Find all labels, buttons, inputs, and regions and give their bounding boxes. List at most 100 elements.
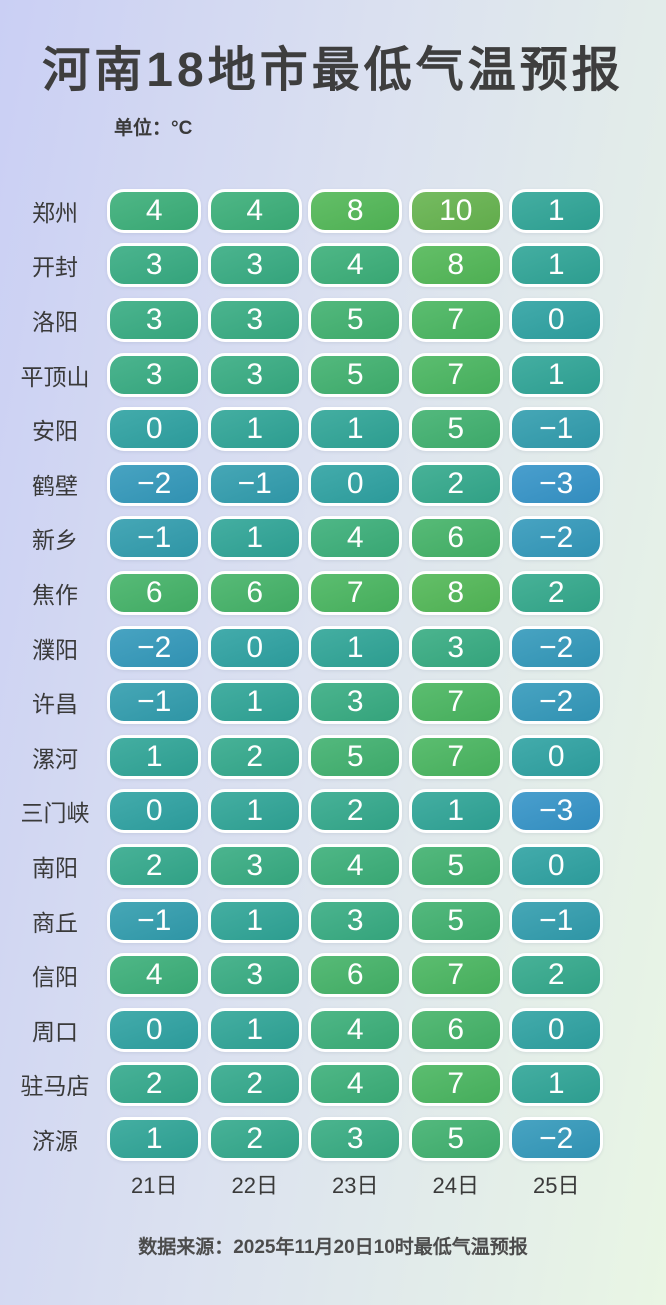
temperature-cell: 1: [205, 516, 306, 561]
city-label: 驻马店: [20, 1073, 90, 1100]
city-label: 郑州: [32, 199, 78, 226]
date-label: 25日: [533, 1173, 580, 1199]
temperature-pill: 3: [107, 352, 202, 397]
table-row: 郑州 4 4 8 10 1: [0, 184, 666, 239]
temperature-cell: 7: [406, 680, 507, 725]
temperature-pill: 8: [408, 243, 503, 288]
temperature-pill: 2: [509, 571, 604, 616]
temperature-cell: 2: [205, 1116, 306, 1161]
temperature-pill: 5: [408, 407, 503, 452]
temperature-cell: 4: [305, 1007, 406, 1052]
city-label: 南阳: [32, 855, 78, 882]
temperature-pill: 4: [107, 953, 202, 998]
temperature-cell: −2: [104, 625, 205, 670]
temperature-cell: 1: [104, 1116, 205, 1161]
temperature-pill: 2: [308, 789, 403, 834]
temperature-pill: −1: [107, 680, 202, 725]
temperature-pill: 2: [207, 1116, 302, 1161]
temperature-pill: 4: [308, 1062, 403, 1107]
temperature-pill: −2: [509, 1116, 604, 1161]
temperature-pill: 0: [509, 298, 604, 343]
temperature-cell: 3: [205, 298, 306, 343]
temperature-pill: 5: [408, 898, 503, 943]
temperature-cell: 3: [305, 1116, 406, 1161]
temperature-cell: −2: [506, 680, 607, 725]
temperature-cell: 7: [406, 352, 507, 397]
temperature-cell: 6: [104, 571, 205, 616]
temperature-cell: 3: [104, 243, 205, 288]
temperature-cell: 5: [406, 1116, 507, 1161]
temperature-cell: −1: [104, 516, 205, 561]
city-label: 开封: [32, 254, 78, 281]
temperature-pill: −2: [509, 680, 604, 725]
temperature-pill: 3: [308, 680, 403, 725]
temperature-pill: −2: [509, 516, 604, 561]
temperature-pill: 7: [408, 680, 503, 725]
temperature-pill: 6: [207, 571, 302, 616]
temperature-cell: 5: [406, 844, 507, 889]
temperature-pill: 5: [308, 734, 403, 779]
date-label: 24日: [432, 1173, 479, 1199]
date-row: 21日 22日 23日 24日 25日: [0, 1166, 666, 1202]
temperature-pill: 6: [107, 571, 202, 616]
temperature-pill: −1: [107, 516, 202, 561]
temperature-pill: 0: [107, 789, 202, 834]
city-label: 新乡: [32, 527, 78, 554]
temperature-cell: 7: [406, 953, 507, 998]
temperature-cell: −2: [506, 625, 607, 670]
table-row: 驻马店 2 2 4 7 1: [0, 1057, 666, 1112]
temperature-pill: 10: [408, 188, 503, 233]
temperature-pill: 1: [207, 516, 302, 561]
temperature-cell: 2: [406, 461, 507, 506]
temperature-cell: 1: [205, 789, 306, 834]
temperature-cell: 0: [104, 1007, 205, 1052]
temperature-pill: 4: [308, 844, 403, 889]
temperature-pill: 1: [207, 680, 302, 725]
temperature-cell: 2: [205, 1062, 306, 1107]
unit-label: 单位：°C: [114, 117, 193, 139]
temperature-cell: 7: [406, 298, 507, 343]
temperature-pill: 6: [408, 516, 503, 561]
data-source-note: 数据来源：2025年11月20日10时最低气温预报: [138, 1237, 528, 1259]
temperature-cell: 7: [406, 734, 507, 779]
temperature-cell: 5: [406, 407, 507, 452]
temperature-cell: 0: [205, 625, 306, 670]
temperature-pill: 3: [308, 1116, 403, 1161]
temperature-cell: 8: [406, 243, 507, 288]
date-label: 21日: [131, 1173, 178, 1199]
temperature-pill: 3: [207, 352, 302, 397]
table-row: 许昌 −1 1 3 7 −2: [0, 675, 666, 730]
temperature-pill: 1: [308, 407, 403, 452]
table-row: 济源 1 2 3 5 −2: [0, 1112, 666, 1167]
temperature-cell: 3: [305, 898, 406, 943]
temperature-pill: 1: [107, 734, 202, 779]
temperature-cell: 1: [305, 407, 406, 452]
temperature-pill: 4: [107, 188, 202, 233]
date-label: 22日: [231, 1173, 278, 1199]
temperature-pill: 0: [107, 1007, 202, 1052]
temperature-cell: 4: [305, 243, 406, 288]
temperature-cell: 0: [104, 789, 205, 834]
table-row: 三门峡 0 1 2 1 −3: [0, 784, 666, 839]
temperature-pill: 7: [408, 734, 503, 779]
city-label: 商丘: [32, 909, 78, 936]
temperature-pill: 6: [308, 953, 403, 998]
temperature-pill: 3: [107, 243, 202, 288]
city-label: 三门峡: [20, 800, 90, 827]
temperature-pill: −3: [509, 461, 604, 506]
table-row: 商丘 −1 1 3 5 −1: [0, 893, 666, 948]
temperature-cell: 2: [104, 1062, 205, 1107]
city-label: 濮阳: [32, 636, 78, 663]
temperature-pill: −2: [107, 461, 202, 506]
city-label: 漯河: [32, 745, 78, 772]
temperature-pill: 5: [408, 844, 503, 889]
temperature-cell: −2: [506, 516, 607, 561]
temperature-cell: 5: [305, 298, 406, 343]
table-row: 漯河 1 2 5 7 0: [0, 730, 666, 785]
temperature-cell: −3: [506, 461, 607, 506]
temperature-pill: 7: [408, 1062, 503, 1107]
temperature-cell: 7: [305, 571, 406, 616]
temperature-cell: −1: [506, 407, 607, 452]
date-label: 23日: [332, 1173, 379, 1199]
temperature-pill: −2: [107, 625, 202, 670]
